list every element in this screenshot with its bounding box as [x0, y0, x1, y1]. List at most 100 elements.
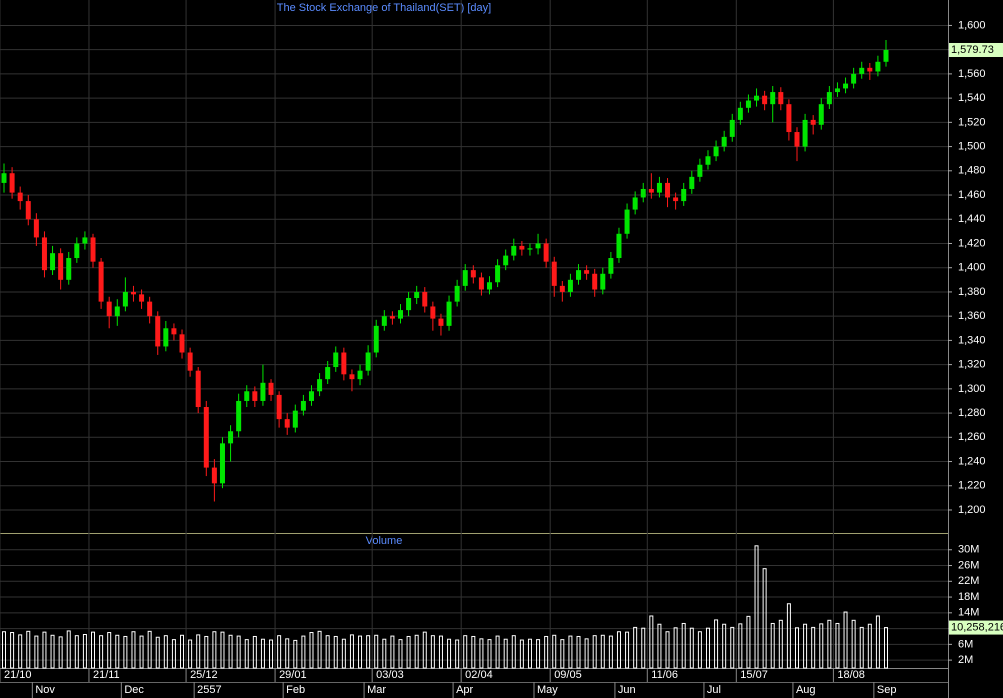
- candle-body: [762, 95, 768, 105]
- volume-bar: [390, 635, 395, 669]
- volume-bar: [293, 639, 298, 669]
- candle-body: [139, 294, 145, 302]
- volume-bar: [349, 634, 354, 669]
- volume-bar: [819, 623, 824, 669]
- candle-body: [106, 301, 112, 317]
- candle-body: [365, 352, 371, 371]
- volume-bar: [196, 634, 201, 669]
- candle-body: [82, 237, 88, 244]
- volume-bar: [236, 635, 241, 669]
- candle-body: [584, 270, 590, 274]
- volume-bar: [503, 638, 508, 669]
- candle-body: [236, 400, 242, 432]
- volume-bar: [641, 627, 646, 669]
- volume-bar: [608, 635, 613, 669]
- volume-bar: [722, 623, 727, 669]
- volume-bar: [309, 632, 314, 669]
- volume-title: Volume: [366, 535, 403, 547]
- volume-bar: [811, 626, 816, 669]
- volume-bar: [74, 635, 79, 669]
- y-tick-label: 1,340: [958, 334, 986, 346]
- volume-bar: [317, 630, 322, 669]
- candle-body: [260, 382, 266, 401]
- period-label: Sep: [877, 684, 897, 696]
- period-label: 2557: [197, 684, 221, 696]
- candle-body: [535, 243, 541, 249]
- volume-bar: [794, 627, 799, 669]
- volume-bar: [188, 639, 193, 669]
- y-tick-label: 22M: [958, 575, 979, 587]
- volume-bar: [2, 631, 6, 669]
- volume-bar: [471, 635, 476, 669]
- candle-body: [325, 367, 331, 380]
- volume-bar: [592, 635, 597, 669]
- volume-bar: [252, 635, 257, 669]
- volume-bar: [487, 639, 492, 669]
- candle-body: [786, 104, 792, 133]
- y-tick-label: 1,540: [958, 92, 986, 104]
- x-tick-label: 21/10: [4, 669, 32, 681]
- y-tick-label: 1,420: [958, 237, 986, 249]
- chart-title: The Stock Exchange of Thailand(SET) [day…: [277, 2, 491, 14]
- x-tick-label: 02/04: [465, 669, 493, 681]
- volume-bar: [762, 568, 767, 669]
- candle-body: [567, 279, 573, 292]
- volume-bar: [681, 622, 686, 669]
- x-tick-label: 03/03: [376, 669, 404, 681]
- candle-body: [438, 318, 444, 326]
- volume-bar: [58, 636, 63, 669]
- y-tick-label: 1,200: [958, 504, 986, 516]
- candle-body: [195, 370, 201, 408]
- candle-body: [25, 201, 31, 220]
- volume-bar: [131, 631, 136, 669]
- volume-bar: [42, 631, 47, 669]
- period-label: Apr: [456, 684, 473, 696]
- candle-body: [875, 61, 881, 72]
- volume-bar: [406, 635, 411, 669]
- volume-bar: [673, 627, 678, 669]
- y-tick-label: 1,380: [958, 286, 986, 298]
- candle-body: [616, 233, 622, 259]
- x-tick-label: 29/01: [279, 669, 307, 681]
- y-tick-label: 1,280: [958, 407, 986, 419]
- candle-body: [33, 219, 39, 238]
- volume-bar: [754, 545, 759, 669]
- candle-body: [122, 291, 128, 307]
- volume-bar: [495, 635, 500, 669]
- y-tick-label: 6M: [958, 638, 973, 650]
- volume-bar: [657, 623, 662, 669]
- candle-body: [41, 237, 47, 271]
- volume-bar: [333, 635, 338, 669]
- candle-body: [551, 261, 557, 286]
- candle-body: [244, 391, 250, 401]
- candle-body: [843, 83, 849, 89]
- candle-body: [292, 410, 298, 428]
- candle-body: [818, 104, 824, 125]
- y-tick-label: 14M: [958, 607, 979, 619]
- candle-body: [673, 197, 679, 202]
- candle-body: [794, 132, 800, 147]
- volume-bar: [260, 638, 265, 669]
- y-tick-label: 2M: [958, 654, 973, 666]
- volume-bar: [705, 627, 710, 669]
- candle-body: [745, 100, 751, 108]
- volume-bar: [576, 635, 581, 669]
- candle-body: [17, 192, 23, 202]
- candle-body: [729, 119, 735, 137]
- y-tick-label: 1,460: [958, 189, 986, 201]
- candle-body: [308, 391, 314, 401]
- candle-body: [1, 173, 7, 183]
- candle-body: [713, 146, 719, 157]
- candle-body: [778, 92, 784, 105]
- candle-body: [74, 243, 80, 259]
- y-tick-label: 30M: [958, 544, 979, 556]
- volume-bar: [155, 636, 160, 669]
- volume-bar: [358, 635, 363, 669]
- volume-bar: [633, 626, 638, 669]
- volume-bar: [115, 634, 120, 669]
- volume-bar: [778, 619, 783, 669]
- volume-bar: [430, 635, 435, 669]
- volume-bar: [82, 634, 87, 669]
